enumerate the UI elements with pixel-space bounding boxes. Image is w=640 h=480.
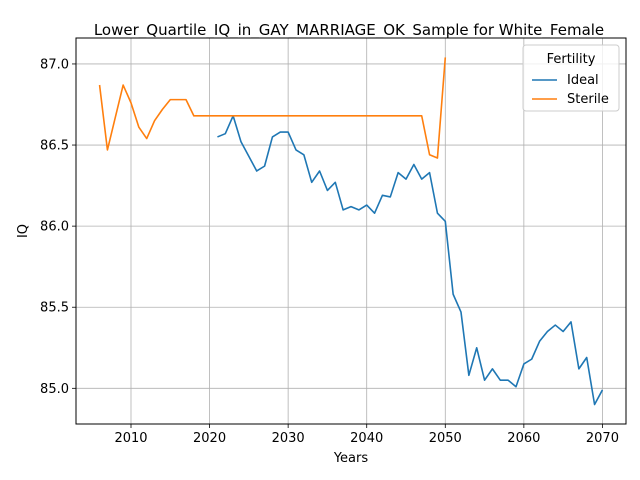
legend-title: Fertility xyxy=(547,52,596,67)
x-tick-label: 2070 xyxy=(586,431,619,446)
chart-title: Lower_Quartile_IQ_in_GAY_MARRIAGE_OK_Sam… xyxy=(94,21,604,40)
y-tick-label: 85.5 xyxy=(40,301,69,316)
x-tick-label: 2020 xyxy=(193,431,226,446)
y-axis: 85.0 85.5 86.0 86.5 87.0 xyxy=(40,57,76,397)
series-line-ideal xyxy=(217,115,604,406)
y-axis-label: IQ xyxy=(16,224,31,238)
x-tick-label: 2050 xyxy=(429,431,462,446)
x-tick-label: 2010 xyxy=(114,431,147,446)
legend-label-sterile: Sterile xyxy=(567,92,609,107)
x-tick-label: 2060 xyxy=(507,431,540,446)
legend: Fertility Ideal Sterile xyxy=(522,44,620,112)
y-tick-label: 85.0 xyxy=(40,382,69,397)
legend-label-ideal: Ideal xyxy=(567,73,599,88)
y-tick-label: 86.5 xyxy=(40,139,69,154)
x-tick-label: 2040 xyxy=(350,431,383,446)
plot-frame xyxy=(75,37,627,425)
x-tick-label: 2030 xyxy=(272,431,305,446)
y-tick-label: 86.0 xyxy=(40,220,69,235)
series-line-sterile xyxy=(98,57,447,159)
y-tick-label: 87.0 xyxy=(40,57,69,72)
legend-box xyxy=(522,44,620,112)
series-layer xyxy=(98,57,604,406)
x-axis-label: Years xyxy=(333,451,369,466)
x-axis: 2010 2020 2030 2040 2050 2060 2070 xyxy=(114,424,619,446)
y-gridlines xyxy=(76,63,626,389)
